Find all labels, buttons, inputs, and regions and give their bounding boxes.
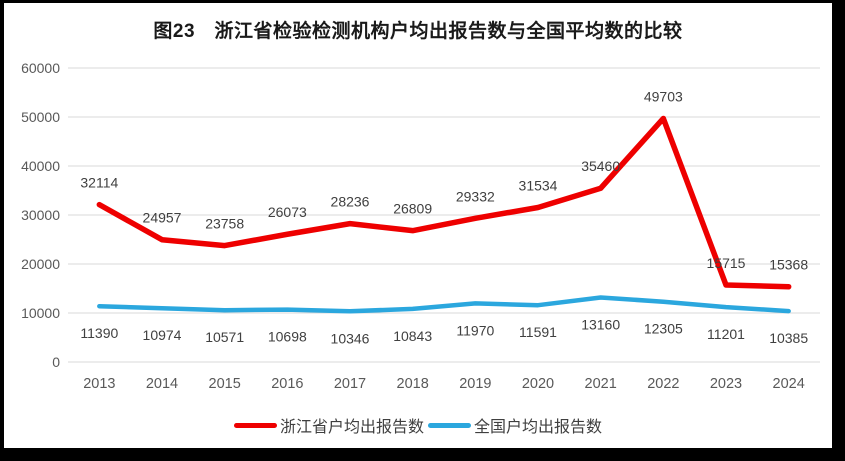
data-label-national: 13160	[581, 317, 620, 333]
x-tick-label: 2018	[397, 376, 429, 392]
data-label-zhejiang: 26809	[393, 201, 432, 217]
x-tick-label: 2021	[585, 376, 617, 392]
y-tick-label: 60000	[21, 60, 60, 76]
series-line-national	[97, 295, 791, 314]
data-label-zhejiang: 29332	[456, 188, 495, 204]
data-label-zhejiang: 24957	[143, 210, 182, 226]
data-label-zhejiang: 32114	[80, 175, 118, 191]
data-label-national: 11201	[707, 326, 745, 342]
data-label-national: 10346	[331, 330, 370, 346]
legend-item-zhejiang: 浙江省户均出报告数	[233, 413, 424, 437]
chart-title: 图23 浙江省检验检测机构户均出报告数与全国平均数的比较	[153, 21, 683, 42]
y-tick-label: 30000	[21, 207, 60, 223]
data-label-national: 10974	[143, 327, 182, 343]
y-tick-label: 50000	[21, 109, 60, 125]
x-tick-label: 2015	[209, 376, 241, 392]
data-label-national: 11591	[519, 324, 557, 340]
data-label-zhejiang: 15715	[707, 255, 746, 271]
x-tick-label: 2016	[271, 376, 303, 392]
data-label-zhejiang: 23758	[205, 216, 244, 232]
y-tick-label: 10000	[21, 305, 60, 321]
data-label-national: 11970	[456, 322, 494, 338]
data-label-zhejiang: 28236	[331, 194, 370, 210]
data-label-zhejiang: 31534	[519, 177, 558, 193]
y-tick-label: 0	[52, 354, 60, 370]
chart-canvas: 图23 浙江省检验检测机构户均出报告数与全国平均数的比较 0 10000 20000…	[4, 3, 832, 448]
legend-item-national: 全国户均出报告数	[428, 413, 602, 437]
data-label-national: 12305	[644, 321, 683, 337]
x-tick-label: 2017	[334, 376, 366, 392]
legend-label-national: 全国户均出报告数	[474, 419, 603, 436]
data-label-zhejiang: 35460	[581, 158, 620, 174]
x-tick-label: 2019	[459, 376, 491, 392]
legend-label-zhejiang: 浙江省户均出报告数	[279, 419, 424, 436]
legend-swatch-national-icon	[428, 422, 471, 428]
data-label-zhejiang: 26073	[268, 204, 307, 220]
x-tick-label: 2022	[647, 376, 679, 392]
line-chart: 0 10000 20000 30000 40000 50000 60000 2013 2014 2…	[21, 60, 820, 392]
x-tick-label: 2020	[522, 376, 554, 392]
data-label-national: 11390	[80, 325, 118, 341]
data-label-zhejiang: 15368	[769, 257, 808, 273]
legend-swatch-zhejiang-icon	[233, 422, 277, 428]
x-tick-label: 2013	[83, 376, 115, 392]
data-label-national: 10571	[205, 329, 244, 345]
x-tick-label: 2023	[710, 376, 742, 392]
data-label-national: 10385	[769, 330, 808, 346]
data-label-zhejiang: 49703	[644, 88, 683, 104]
y-tick-label: 20000	[21, 256, 60, 272]
y-tick-label: 40000	[21, 158, 60, 174]
x-tick-label: 2024	[773, 376, 805, 392]
chart-legend: 浙江省户均出报告数 全国户均出报告数	[4, 412, 832, 438]
data-label-national: 10843	[393, 328, 432, 344]
data-label-national: 10698	[268, 329, 307, 345]
series-line-zhejiang	[96, 115, 792, 290]
x-tick-label: 2014	[146, 376, 178, 392]
